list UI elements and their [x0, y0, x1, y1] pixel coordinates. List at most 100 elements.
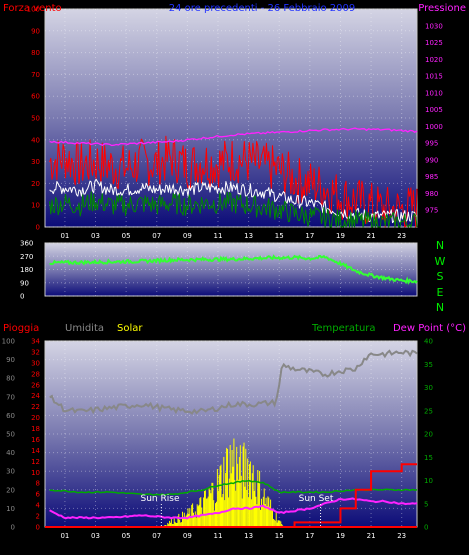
- wind-y-tick-label: 60: [31, 93, 40, 101]
- rain-y-tick-label: 18: [31, 425, 40, 433]
- wind-y-tick-label: 20: [31, 180, 40, 188]
- direction-y-tick-label: 270: [20, 253, 33, 261]
- wind-x-tick-label: 03: [91, 232, 100, 240]
- rain-y-tick-label: 8: [36, 480, 40, 488]
- pressure-y-tick-label: 1020: [425, 56, 443, 64]
- compass-e: E: [437, 286, 444, 299]
- pressure-y-tick-label: 990: [425, 156, 438, 164]
- compass-w: W: [435, 255, 446, 268]
- rain-y-tick-label: 6: [36, 491, 41, 499]
- climate-x-tick-label: 07: [152, 532, 161, 540]
- direction-y-tick-label: 90: [20, 279, 29, 287]
- climate-x-tick-label: 05: [122, 532, 131, 540]
- pressure-y-tick-label: 980: [425, 190, 438, 198]
- wind-x-tick-label: 11: [214, 232, 223, 240]
- climate-x-tick-label: 13: [244, 532, 253, 540]
- direction-y-tick-label: 180: [20, 266, 33, 274]
- humidity-y-tick-label: 100: [2, 338, 15, 346]
- rain-y-tick-label: 0: [36, 524, 40, 532]
- grid-lines: [45, 8, 417, 528]
- wind-x-tick-label: 09: [183, 232, 192, 240]
- climate-x-tick-label: 01: [60, 532, 69, 540]
- humidity-y-tick-label: 20: [6, 486, 15, 494]
- pressure-y-tick-label: 985: [425, 173, 438, 181]
- humidity-y-tick-label: 40: [6, 449, 15, 457]
- temperature-y-tick-label: 30: [424, 384, 433, 392]
- temperature-y-tick-label: 40: [424, 338, 433, 346]
- sunset-label: Sun Set: [299, 494, 334, 504]
- legend-dewpoint: Dew Point (°C): [393, 323, 466, 334]
- rain-y-tick-label: 2: [36, 513, 40, 521]
- humidity-line: [49, 349, 418, 415]
- humidity-y-tick-label: 0: [11, 524, 15, 532]
- legend-humidity: Umidita: [65, 323, 104, 334]
- compass-n-bottom: N: [436, 301, 444, 314]
- climate-x-tick-label: 15: [275, 532, 284, 540]
- pressure-y-tick-label: 995: [425, 140, 438, 148]
- humidity-y-tick-label: 50: [6, 431, 15, 439]
- direction-y-tick-label: 360: [20, 240, 33, 248]
- pressure-y-tick-label: 1025: [425, 39, 443, 47]
- wind-x-tick-label: 05: [122, 232, 131, 240]
- rain-y-tick-label: 26: [31, 381, 40, 389]
- rain-y-tick-label: 28: [31, 370, 40, 378]
- temperature-y-tick-label: 0: [424, 524, 428, 532]
- wind-x-tick-label: 13: [244, 232, 253, 240]
- wind-y-tick-label: 50: [31, 115, 40, 123]
- climate-x-tick-label: 17: [305, 532, 314, 540]
- wind-title: Forza vento: [3, 3, 62, 14]
- wind-x-tick-label: 17: [305, 232, 314, 240]
- climate-x-tick-label: 03: [91, 532, 100, 540]
- sunrise-label: Sun Rise: [141, 494, 180, 504]
- humidity-y-tick-label: 10: [6, 505, 15, 513]
- temperature-y-tick-label: 5: [424, 500, 428, 508]
- legend-rain: Pioggia: [3, 323, 39, 334]
- temperature-y-tick-label: 20: [424, 431, 433, 439]
- wind-min-line: [49, 191, 418, 228]
- legend-temperature: Temperatura: [311, 323, 376, 334]
- wind-y-tick-label: 10: [31, 202, 40, 210]
- compass-s: S: [437, 270, 444, 283]
- pressure-y-tick-label: 1000: [425, 123, 443, 131]
- rain-line: [49, 463, 417, 528]
- rain-y-tick-label: 34: [31, 338, 40, 346]
- wind-y-tick-label: 90: [31, 27, 40, 35]
- wind-y-tick-label: 70: [31, 71, 40, 79]
- wind-x-tick-label: 07: [152, 232, 161, 240]
- rain-y-tick-label: 30: [31, 359, 40, 367]
- chart-date-title: 24 ore precedenti - 26 Febbraio 2009: [169, 3, 356, 14]
- wind-x-tick-label: 15: [275, 232, 284, 240]
- pressure-y-tick-label: 1010: [425, 89, 443, 97]
- pressure-y-tick-label: 1015: [425, 73, 443, 81]
- pressure-y-tick-label: 1030: [425, 22, 443, 30]
- humidity-y-tick-label: 70: [6, 393, 15, 401]
- climate-x-tick-label: 21: [367, 532, 376, 540]
- temperature-y-tick-label: 10: [424, 477, 433, 485]
- rain-y-tick-label: 16: [31, 436, 40, 444]
- pressure-line: [49, 127, 418, 147]
- wind-direction-line: [49, 254, 418, 285]
- wind-y-tick-label: 80: [31, 49, 40, 57]
- direction-y-tick-label: 0: [20, 293, 24, 301]
- humidity-y-tick-label: 60: [6, 412, 15, 420]
- climate-x-tick-label: 23: [397, 532, 406, 540]
- wind-y-tick-label: 100: [27, 6, 40, 14]
- rain-y-tick-label: 4: [36, 502, 41, 510]
- pressure-y-tick-label: 1005: [425, 106, 443, 114]
- temperature-y-tick-label: 15: [424, 454, 433, 462]
- legend-solar: Solar: [117, 323, 143, 334]
- rain-y-tick-label: 32: [31, 348, 40, 356]
- humidity-y-tick-label: 30: [6, 468, 15, 476]
- wind-x-tick-label: 23: [397, 232, 406, 240]
- wind-y-tick-label: 0: [36, 224, 40, 232]
- chart-axes: 0102030405060708090100975980985990995100…: [2, 6, 443, 541]
- rain-y-tick-label: 12: [31, 458, 40, 466]
- compass-n-top: N: [436, 239, 444, 252]
- humidity-y-tick-label: 80: [6, 375, 15, 383]
- chart-series: [45, 127, 418, 528]
- pressure-y-tick-label: 975: [425, 207, 438, 215]
- climate-x-tick-label: 11: [214, 532, 223, 540]
- climate-x-tick-label: 09: [183, 532, 192, 540]
- rain-y-tick-label: 24: [31, 392, 40, 400]
